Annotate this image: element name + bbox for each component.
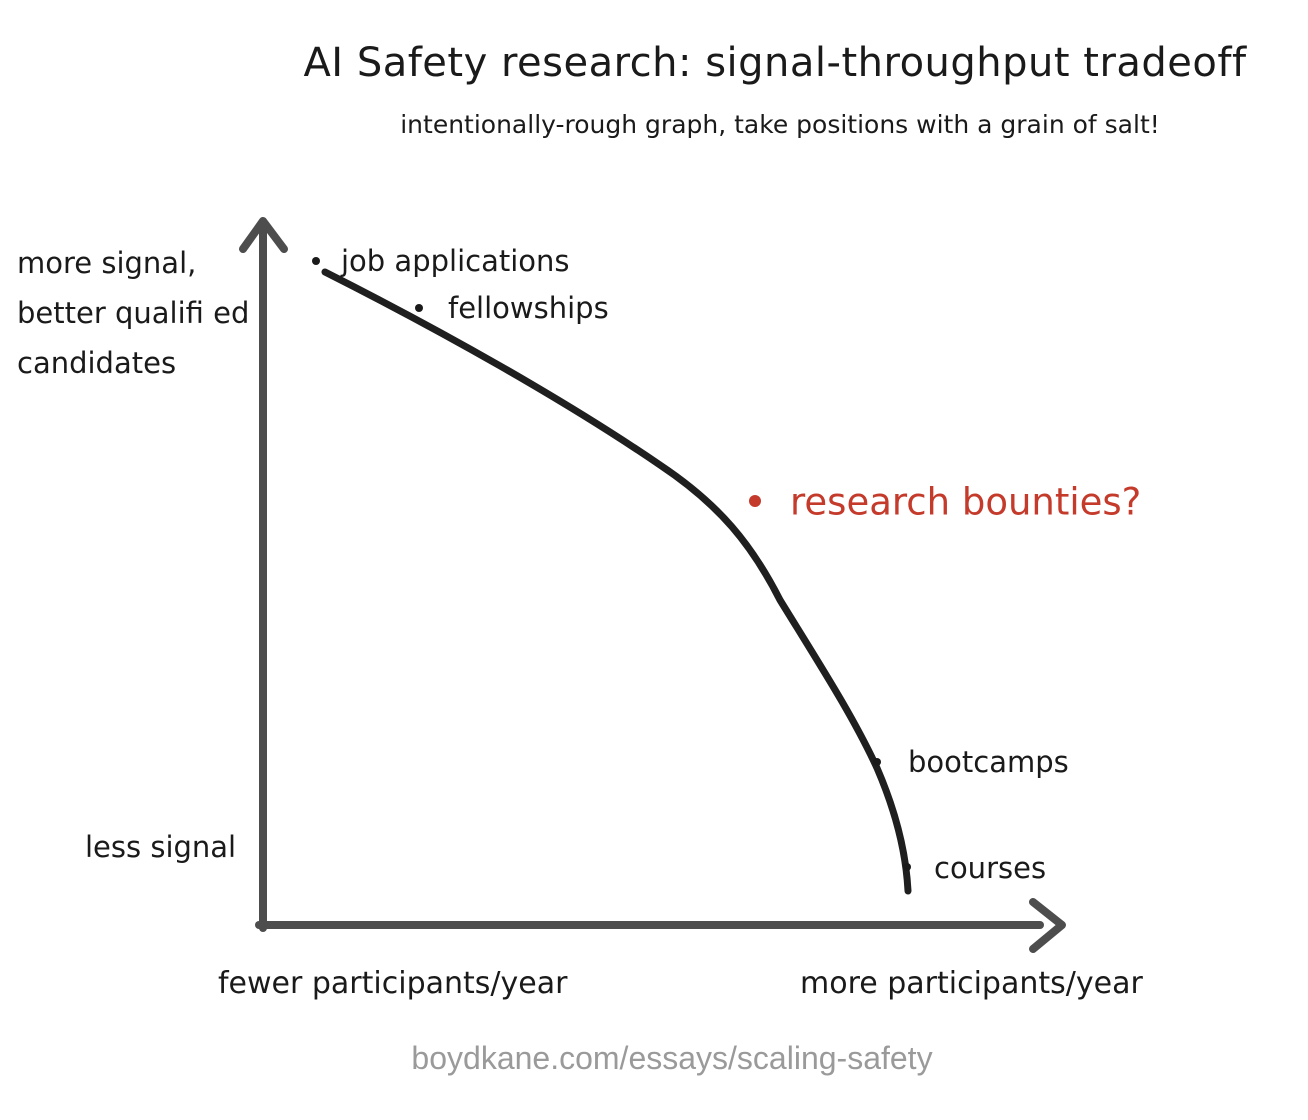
point-dot-bootcamps (873, 758, 881, 766)
tradeoff-curve (321, 268, 912, 895)
point-label-bootcamps: bootcamps (908, 745, 1069, 779)
y-axis-top-label-line2: better qualifi ed (17, 296, 250, 330)
point-dot-fellowships (415, 304, 423, 312)
up-arrow-icon (239, 217, 288, 253)
x-axis-left-label: fewer participants/year (218, 966, 568, 1001)
point-label-job-applications: job applications (341, 244, 570, 278)
x-axis-right-label: more participants/year (800, 966, 1143, 1001)
point-label-fellowships: fellowships (448, 291, 609, 325)
footer-url: boydkane.com/essays/scaling-safety (411, 1040, 933, 1076)
point-label-research-bounties: research bounties? (790, 480, 1142, 524)
right-arrow-icon (1029, 898, 1066, 953)
y-axis-top-label-line1: more signal, (17, 246, 197, 280)
chart-title: AI Safety research: signal-throughput tr… (303, 40, 1247, 86)
point-dot-research-bounties (749, 495, 761, 507)
y-axis-bottom-label: less signal (85, 830, 237, 864)
point-label-courses: courses (934, 851, 1047, 885)
point-dot-courses (903, 863, 911, 871)
chart-subtitle: intentionally-rough graph, take position… (400, 110, 1160, 139)
y-axis-top-label: more signal, better qualifi ed candidate… (17, 238, 249, 388)
point-dot-job-applications (312, 257, 320, 265)
y-axis-top-label-line3: candidates (17, 346, 177, 380)
